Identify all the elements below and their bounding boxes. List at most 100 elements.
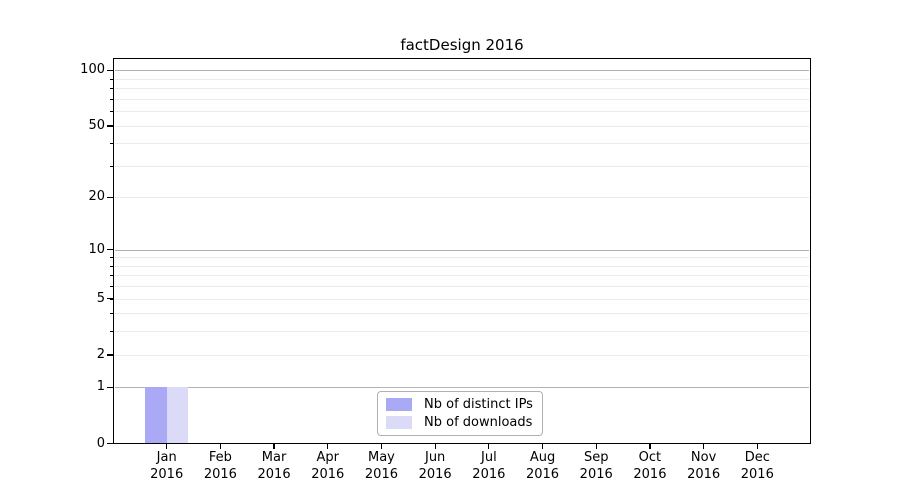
- x-tick-month: Oct: [638, 450, 662, 465]
- y-minortick-60: [109, 111, 113, 113]
- x-tick-month: Jul: [481, 450, 497, 465]
- x-tick-apr: [327, 444, 329, 449]
- gridline-minor-20: [115, 197, 809, 199]
- x-tick-label-jul: Jul 2016: [457, 450, 521, 483]
- y-tick-label-20: 20: [88, 189, 105, 205]
- y-minortick-40: [109, 143, 113, 145]
- gridline-minor-9: [115, 257, 809, 259]
- x-tick-month: Jun: [424, 450, 446, 465]
- x-tick-year: 2016: [203, 466, 237, 482]
- x-tick-year: 2016: [687, 466, 721, 482]
- x-tick-mar: [273, 444, 275, 449]
- y-minortick-9: [109, 257, 113, 259]
- gridline-major-10: [115, 249, 809, 251]
- y-minortick-80: [109, 88, 113, 90]
- x-tick-label-jan: Jan 2016: [135, 450, 199, 483]
- gridline-minor-60: [115, 111, 809, 113]
- gridline-minor-90: [115, 78, 809, 80]
- legend-item-distinct-ips: Nb of distinct IPs: [386, 397, 533, 412]
- gridline-major-100: [115, 70, 809, 72]
- legend-swatch-distinct-ips: [386, 398, 412, 411]
- y-minortick-5: [109, 298, 113, 300]
- gridline-minor-3: [115, 331, 809, 333]
- gridline-minor-4: [115, 313, 809, 315]
- gridline-minor-80: [115, 88, 809, 90]
- y-minortick-3: [109, 331, 113, 333]
- y-minortick-8: [109, 265, 113, 267]
- x-tick-jan: [166, 444, 168, 449]
- legend-label-downloads: Nb of downloads: [424, 415, 533, 430]
- x-tick-year: 2016: [740, 466, 774, 482]
- y-minortick-30: [109, 165, 113, 167]
- x-tick-label-mar: Mar 2016: [242, 450, 306, 483]
- y-minortick-2: [109, 354, 113, 356]
- y-minortick-50: [109, 125, 113, 127]
- x-tick-year: 2016: [364, 466, 398, 482]
- gridline-minor-40: [115, 143, 809, 145]
- x-tick-may: [380, 444, 383, 449]
- y-tick-label-50: 50: [88, 117, 105, 133]
- y-tick-100: [107, 69, 113, 72]
- x-tick-jun: [434, 444, 436, 449]
- gridline-minor-7: [115, 275, 809, 277]
- gridline-minor-70: [115, 98, 809, 100]
- x-tick-year: 2016: [472, 466, 506, 482]
- x-tick-label-jun: Jun 2016: [403, 450, 467, 483]
- x-tick-month: May: [368, 450, 395, 465]
- x-tick-year: 2016: [150, 466, 184, 482]
- legend-label-distinct-ips: Nb of distinct IPs: [424, 397, 533, 412]
- y-tick-label-2: 2: [96, 346, 105, 362]
- gridline-major-1: [115, 387, 809, 389]
- y-minortick-70: [109, 98, 113, 100]
- y-minortick-20: [109, 197, 113, 199]
- x-tick-label-aug: Aug 2016: [511, 450, 575, 483]
- x-tick-month: Mar: [261, 450, 287, 465]
- gridline-minor-50: [115, 125, 809, 127]
- x-tick-month: Dec: [744, 450, 770, 465]
- y-tick-label-5: 5: [96, 290, 105, 306]
- bar-nb-of-downloads-jan: [166, 387, 189, 444]
- gridline-minor-5: [115, 298, 809, 300]
- x-tick-dec: [756, 444, 758, 449]
- x-tick-label-feb: Feb 2016: [188, 450, 252, 483]
- x-tick-month: Feb: [208, 450, 232, 465]
- y-minortick-90: [109, 78, 113, 80]
- chart-title: factDesign 2016: [400, 36, 524, 54]
- y-tick-1: [107, 386, 113, 389]
- x-tick-year: 2016: [257, 466, 291, 482]
- x-tick-label-sep: Sep 2016: [564, 450, 628, 483]
- x-tick-year: 2016: [311, 466, 345, 482]
- y-tick-label-100: 100: [80, 62, 105, 78]
- plot-area: [113, 58, 811, 444]
- legend-swatch-downloads: [386, 416, 412, 429]
- x-tick-feb: [219, 444, 222, 449]
- x-tick-label-oct: Oct 2016: [618, 450, 682, 483]
- gridline-minor-6: [115, 286, 809, 288]
- x-tick-year: 2016: [525, 466, 560, 482]
- gridline-minor-2: [115, 354, 809, 356]
- x-tick-sep: [595, 444, 597, 449]
- x-tick-month: Aug: [529, 450, 556, 465]
- x-tick-aug: [541, 444, 544, 449]
- legend: Nb of distinct IPs Nb of downloads: [377, 391, 543, 436]
- bar-nb-of-distinct-ips-jan: [145, 387, 167, 444]
- y-tick-label-0: 0: [96, 435, 105, 451]
- y-minortick-6: [109, 286, 113, 288]
- x-tick-jul: [488, 444, 490, 449]
- x-tick-label-apr: Apr 2016: [296, 450, 360, 483]
- y-tick-label-1: 1: [96, 379, 105, 395]
- x-tick-year: 2016: [418, 466, 452, 482]
- x-tick-label-dec: Dec 2016: [725, 450, 789, 483]
- x-tick-nov: [702, 444, 705, 449]
- y-minortick-4: [109, 313, 113, 315]
- x-tick-year: 2016: [633, 466, 667, 482]
- x-tick-month: Nov: [690, 450, 717, 465]
- x-tick-label-may: May 2016: [349, 450, 413, 483]
- y-tick-0: [107, 443, 113, 445]
- legend-item-downloads: Nb of downloads: [386, 415, 533, 430]
- y-tick-label-10: 10: [88, 241, 105, 257]
- x-tick-month: Jan: [156, 450, 177, 465]
- gridline-minor-8: [115, 265, 809, 267]
- y-minortick-7: [109, 275, 113, 277]
